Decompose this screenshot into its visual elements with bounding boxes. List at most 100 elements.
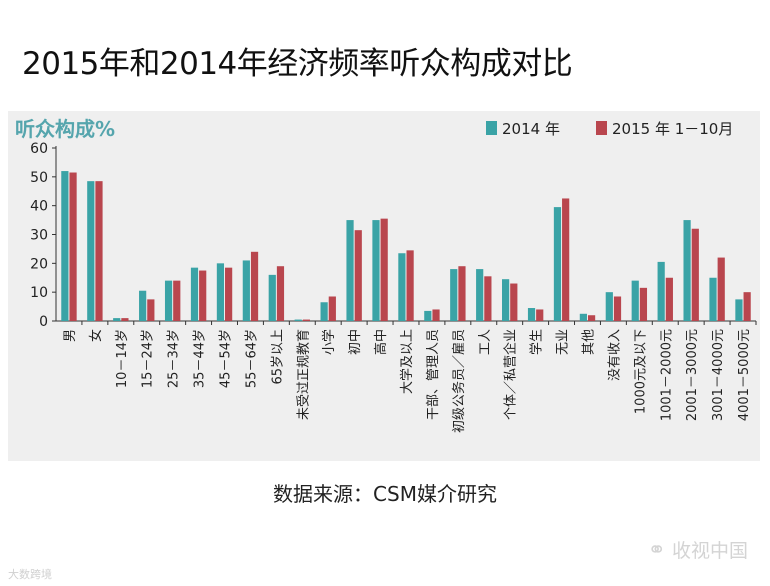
watermark-text: 收视中国 [671, 540, 748, 562]
bar-s2014-16 [476, 269, 484, 321]
bar-chart: 听众构成% 0 10 20 30 40 50 60 男女 10－14岁 15－24岁 25－34岁 35… [15, 117, 757, 433]
x-tick-label: 小学 [321, 329, 337, 355]
x-tick-label: 2001－3000元 [685, 329, 700, 421]
x-tick-label: 女 [88, 329, 104, 342]
bar-s2015-17 [510, 283, 518, 321]
bar-s2014-7 [242, 260, 250, 321]
bar-s2015-19 [562, 198, 570, 321]
bar-s2014-26 [735, 299, 743, 321]
bar-s2014-11 [346, 220, 354, 321]
bar-s2014-14 [424, 310, 432, 321]
bar-s2015-7 [250, 251, 259, 321]
x-tick-label: 10－14岁 [115, 329, 130, 388]
bar-s2015-23 [665, 277, 673, 321]
bar-s2014-6 [216, 263, 225, 321]
bar-s2015-21 [613, 296, 622, 321]
bar-s2014-21 [605, 292, 613, 321]
bar-s2014-20 [579, 313, 587, 321]
bar-s2015-18 [536, 309, 544, 321]
bar-s2015-16 [484, 276, 492, 321]
bar-s2015-11 [354, 230, 362, 321]
y-tick-label: 30 [30, 228, 48, 244]
bar-s2014-18 [527, 308, 536, 321]
legend-label-0: 2014 年 [502, 120, 560, 138]
bar-s2014-5 [190, 267, 199, 321]
x-tick-label: 1001－2000元 [659, 329, 674, 421]
legend-swatch-1 [596, 121, 607, 135]
x-tick-label: 学生 [529, 329, 545, 355]
bar-s2014-22 [631, 280, 639, 321]
bar-s2015-4 [173, 280, 181, 321]
bar-s2014-23 [657, 261, 665, 321]
x-tick-label: 25－34岁 [167, 329, 182, 388]
x-tick-label: 个体／私营企业 [503, 329, 519, 420]
x-tick-label: 55－64岁 [244, 329, 259, 388]
bar-s2014-1 [87, 181, 95, 321]
x-tick-label: 没有收入 [607, 329, 622, 381]
x-tick-label: 无业 [556, 329, 571, 355]
bar-s2014-8 [268, 274, 276, 321]
bar-s2014-3 [139, 290, 147, 321]
watermark-small: 大数跨境 [8, 566, 52, 582]
bar-s2014-2 [113, 318, 121, 321]
x-tick-label: 大学及以上 [399, 329, 415, 394]
x-tick-label: 35－44岁 [193, 329, 208, 388]
bar-s2015-6 [225, 267, 233, 321]
x-tick-label: 男 [63, 329, 78, 342]
bar-s2014-12 [372, 220, 380, 321]
bar-s2014-0 [61, 171, 69, 321]
bar-s2015-9 [302, 319, 310, 321]
y-tick-label: 0 [39, 314, 48, 330]
bar-s2014-15 [450, 269, 458, 321]
bar-s2015-1 [95, 181, 103, 321]
source-caption: 数据来源：CSM媒介研究 [273, 482, 497, 506]
bar-s2015-25 [717, 257, 725, 321]
bar-s2015-24 [691, 228, 699, 321]
y-axis-title: 听众构成% [15, 117, 115, 141]
bar-s2015-26 [743, 292, 751, 321]
bar-s2014-24 [683, 220, 691, 321]
x-tick-label: 其他 [581, 329, 596, 355]
page-title: 2015年和2014年经济频率听众构成对比 [22, 46, 573, 82]
y-tick-label: 20 [30, 256, 48, 272]
bar-s2015-2 [121, 318, 129, 321]
wechat-icon: ⚭ [647, 538, 666, 563]
bar-s2014-17 [502, 279, 510, 321]
bar-s2015-15 [458, 266, 466, 321]
bar-s2014-25 [709, 277, 717, 321]
bar-s2015-10 [328, 296, 336, 321]
x-tick-label: 3001－4000元 [711, 329, 726, 421]
bar-s2015-13 [406, 250, 414, 321]
bar-s2015-0 [69, 172, 77, 321]
bar-s2015-8 [276, 266, 285, 321]
x-tick-label: 初中 [348, 329, 363, 355]
chart-panel: 听众构成% 0 10 20 30 40 50 60 男女 10－14岁 15－24岁 25－34岁 35… [8, 111, 760, 461]
bar-s2015-20 [587, 315, 596, 321]
bar-s2014-4 [164, 280, 173, 321]
bar-s2015-3 [147, 299, 155, 321]
bar-s2015-14 [432, 309, 440, 321]
x-tick-label: 高中 [373, 329, 389, 355]
y-tick-label: 60 [30, 141, 48, 157]
bar-s2014-10 [320, 302, 328, 321]
x-tick-label: 65岁以上 [270, 329, 285, 385]
x-tick-label: 未受过正规教育 [295, 329, 311, 420]
x-tick-label: 工人 [478, 329, 493, 355]
bar-s2014-13 [398, 253, 406, 321]
watermark-small-text: 大数跨境 [8, 568, 52, 581]
bar-s2015-12 [380, 218, 388, 321]
legend-swatch-0 [486, 121, 497, 135]
bar-s2015-5 [199, 270, 207, 321]
x-tick-label: 初级公务员／雇员 [451, 329, 467, 433]
x-tick-label: 干部、管理人员 [426, 329, 441, 420]
y-tick-label: 50 [30, 170, 48, 186]
legend-label-1: 2015 年 1－10月 [612, 120, 733, 138]
bar-s2014-9 [294, 319, 302, 321]
x-tick-label: 4001－5000元 [737, 329, 752, 421]
x-tick-label: 45－54岁 [219, 329, 234, 388]
y-tick-label: 10 [30, 285, 48, 301]
x-tick-label: 15－24岁 [141, 329, 156, 388]
watermark-logo: ⚭ 收视中国 [648, 536, 748, 563]
x-tick-label: 1000元及以下 [633, 329, 648, 414]
bar-s2014-19 [553, 207, 562, 321]
